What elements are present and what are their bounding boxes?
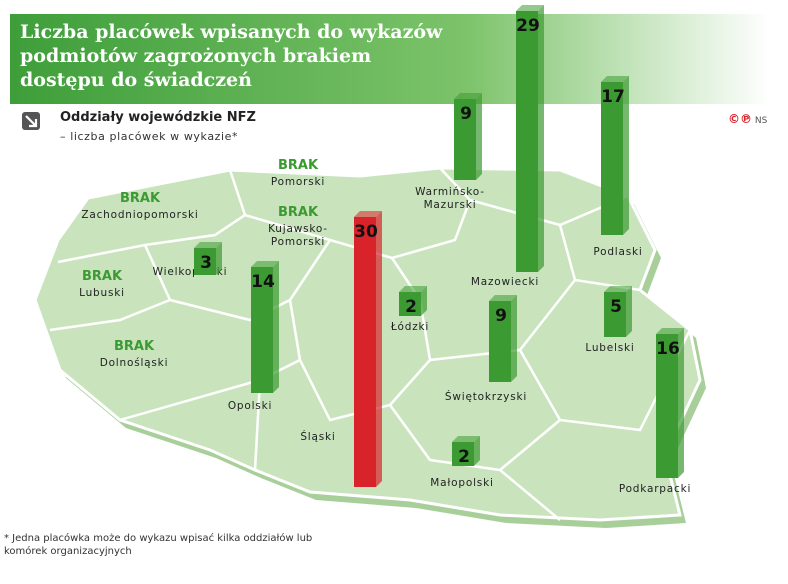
bar-side-małopolski [474, 436, 480, 466]
bar-value-świętokrzyski: 9 [495, 306, 507, 326]
bar-front-śląski [354, 217, 376, 487]
bar-front-łódzki [399, 292, 421, 316]
no-data-label-zachodniopomorski: BRAK [120, 191, 161, 206]
legend-title: Oddziały wojewódzkie NFZ [60, 110, 256, 125]
chart-title: Liczba placówek wpisanych do wykazów pod… [20, 21, 443, 91]
bar-top-świętokrzyski [489, 295, 517, 301]
footnote: * Jedna placówka może do wykazu wpisać k… [4, 533, 313, 557]
bar-value-podlaski: 17 [601, 87, 625, 107]
bar-front-wielkopolski [194, 248, 216, 275]
bar-value-mazowiecki: 29 [516, 16, 540, 36]
region-label-pomorski: Pomorski [271, 176, 325, 188]
bar-side-świętokrzyski [511, 295, 517, 382]
bar-value-lubelski: 5 [610, 297, 622, 317]
bar-side-podkarpacki [678, 328, 684, 478]
bar-podkarpacki: 16 [656, 328, 684, 478]
region-label-zachodniopomorski: Zachodniopomorski [81, 209, 198, 221]
bar-side-łódzki [421, 286, 427, 316]
bar-front-warmińsko-mazurski [454, 99, 476, 180]
legend-subtitle: – liczba placówek w wykazie* [60, 130, 239, 143]
region-label-małopolski: Małopolski [430, 477, 493, 489]
region-label-podkarpacki: Podkarpacki [619, 483, 691, 495]
no-data-label-pomorski: BRAK [278, 158, 319, 173]
bar-front-lubelski [604, 292, 626, 337]
bar-małopolski: 2 [452, 436, 480, 467]
bar-front-mazowiecki [516, 11, 538, 272]
region-label-kujawsko-pomorski: Pomorski [271, 236, 325, 248]
bar-top-mazowiecki [516, 5, 544, 11]
bar-top-łódzki [399, 286, 427, 292]
bar-świętokrzyski: 9 [489, 295, 517, 382]
bar-top-warmińsko-mazurski [454, 93, 482, 99]
bar-value-śląski: 30 [354, 222, 378, 242]
bar-side-opolski [273, 261, 279, 393]
title-band [10, 14, 770, 104]
region-label-kujawsko-pomorski: Kujawsko- [268, 223, 328, 235]
bar-lubelski: 5 [604, 286, 632, 337]
bar-top-podlaski [601, 76, 629, 82]
bar-top-małopolski [452, 436, 480, 442]
bar-mazowiecki: 29 [516, 5, 544, 272]
bar-side-podlaski [623, 76, 629, 235]
bar-value-warmińsko-mazurski: 9 [460, 104, 472, 124]
region-labels: Zachodniopomorski BRAK Pomorski BRAK Warmińs… [79, 158, 691, 495]
bar-front-opolski [251, 267, 273, 393]
region-label-warmińsko-mazurski: Mazurski [424, 199, 477, 211]
no-data-label-lubuski: BRAK [82, 269, 123, 284]
bar-top-opolski [251, 261, 279, 267]
bar-front-świętokrzyski [489, 301, 511, 382]
bar-value-opolski: 14 [251, 272, 275, 292]
bar-side-lubelski [626, 286, 632, 337]
bar-top-podkarpacki [656, 328, 684, 334]
no-data-label-dolnośląski: BRAK [114, 339, 155, 354]
bar-front-małopolski [452, 442, 474, 466]
bar-value-łódzki: 2 [405, 297, 417, 317]
credit: ©℗ NS [728, 112, 767, 126]
bar-value-wielkopolski: 3 [200, 253, 212, 273]
bar-top-lubelski [604, 286, 632, 292]
no-data-label-kujawsko-pomorski: BRAK [278, 205, 319, 220]
bar-top-wielkopolski [194, 242, 222, 248]
bar-łódzki: 2 [399, 286, 427, 317]
region-label-świętokrzyski: Świętokrzyski [445, 390, 527, 403]
region-label-łódzki: Łódzki [390, 321, 429, 333]
copyright-icon: ©℗ [728, 112, 752, 126]
region-label-śląski: Śląski [300, 430, 335, 443]
region-label-opolski: Opolski [228, 400, 272, 412]
region-label-podlaski: Podlaski [593, 246, 642, 258]
bar-side-warmińsko-mazurski [476, 93, 482, 180]
bar-value-małopolski: 2 [458, 447, 470, 467]
arrow-icon [22, 112, 40, 130]
region-label-dolnośląski: Dolnośląski [100, 357, 169, 369]
bar-front-podlaski [601, 82, 623, 235]
region-label-lubelski: Lubelski [585, 342, 634, 354]
bar-podlaski: 17 [601, 76, 629, 235]
bar-wielkopolski: 3 [194, 242, 222, 275]
credit-text: NS [754, 116, 768, 126]
bar-value-podkarpacki: 16 [656, 339, 680, 359]
bar-opolski: 14 [251, 261, 279, 393]
bar-śląski: 30 [354, 211, 382, 487]
bar-side-śląski [376, 211, 382, 487]
bar-warmińsko-mazurski: 9 [454, 93, 482, 180]
region-label-mazowiecki: Mazowiecki [471, 276, 539, 288]
bar-side-mazowiecki [538, 5, 544, 272]
region-label-lubuski: Lubuski [79, 287, 125, 299]
region-label-warmińsko-mazurski: Warmińsko- [415, 186, 485, 198]
bar-side-wielkopolski [216, 242, 222, 275]
bar-top-śląski [354, 211, 382, 217]
bar-front-podkarpacki [656, 334, 678, 478]
